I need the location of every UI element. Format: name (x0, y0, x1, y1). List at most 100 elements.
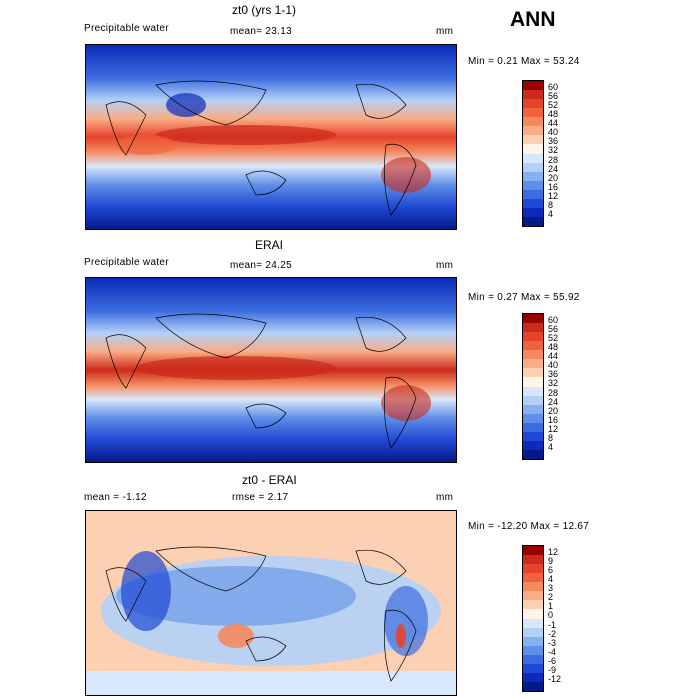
colorbar-tick-label: 60 (548, 315, 559, 325)
colorbar-tick-label: 44 (548, 118, 559, 129)
panel-1-colorbar (522, 80, 544, 227)
colorbar-tick-label: 2 (548, 592, 554, 603)
colorbar-cell (523, 135, 543, 145)
colorbar-cell (523, 449, 543, 459)
panel-1-field-label: Precipitable water (84, 23, 169, 34)
colorbar-cell (523, 600, 543, 610)
panel-2-minmax: Min = 0.27 Max = 55.92 (468, 292, 580, 303)
colorbar-cell (523, 636, 543, 646)
colorbar-tick-label: 20 (548, 405, 559, 416)
colorbar-cell (523, 323, 543, 333)
colorbar-tick-label: 24 (548, 163, 559, 174)
colorbar-tick-label: 32 (548, 145, 559, 156)
colorbar-tick-label: 4 (548, 574, 554, 585)
colorbar-cell (523, 144, 543, 154)
colorbar-cell (523, 332, 543, 342)
colorbar-tick-label: 9 (548, 556, 554, 567)
colorbar-tick-label: 8 (548, 199, 554, 210)
colorbar-tick-label: 52 (548, 333, 559, 344)
colorbar-tick-label: 0 (548, 610, 554, 621)
colorbar-cell (523, 207, 543, 217)
colorbar-cell (523, 341, 543, 351)
panel-3-minmax: Min = -12.20 Max = 12.67 (468, 521, 590, 532)
panel-3-rmse: rmse = 2.17 (232, 492, 289, 503)
colorbar-cell (523, 108, 543, 118)
colorbar-tick-label: 36 (548, 136, 559, 147)
panel-2-colorbar-labels: 60 56 52 48 44 40 36 32 28 24 20 16 12 8 4 (548, 315, 559, 452)
colorbar-tick-label: 56 (548, 91, 559, 102)
colorbar-tick-label: 12 (548, 190, 559, 201)
colorbar-tick-label: 16 (548, 414, 559, 425)
panel-1-colorbar-labels: 60 56 52 48 44 40 36 32 28 24 20 16 12 8 4 (548, 82, 559, 219)
colorbar-tick-label: 4 (548, 208, 554, 219)
colorbar-cell (523, 546, 543, 556)
panel-3-map (85, 510, 457, 696)
colorbar-cell (523, 359, 543, 369)
colorbar-cell (523, 672, 543, 682)
colorbar-cell (523, 126, 543, 136)
colorbar-tick-label: 28 (548, 387, 559, 398)
panel-1-title: zt0 (yrs 1-1) (232, 3, 297, 17)
colorbar-cell (523, 440, 543, 450)
colorbar-cell (523, 404, 543, 414)
colorbar-cell (523, 153, 543, 163)
colorbar-tick-label: 4 (548, 441, 554, 452)
panel-1-map (85, 44, 457, 230)
colorbar-tick-label: -6 (548, 655, 557, 666)
panel-2-field-label: Precipitable water (84, 257, 169, 268)
colorbar-tick-label: 56 (548, 324, 559, 335)
colorbar-tick-label: -4 (548, 646, 557, 657)
panel-1-units: mm (436, 26, 454, 37)
colorbar-tick-label: 8 (548, 432, 554, 443)
season-label: ANN (510, 8, 556, 31)
colorbar-cell (523, 573, 543, 583)
panel-3-colorbar (522, 545, 544, 692)
colorbar-cell (523, 627, 543, 637)
panel-2-title: ERAI (255, 238, 284, 252)
colorbar-cell (523, 681, 543, 691)
colorbar-tick-label: 3 (548, 583, 554, 594)
panel-2-mean: mean= 24.25 (230, 260, 292, 271)
colorbar-tick-label: -9 (548, 664, 557, 675)
colorbar-tick-label: 44 (548, 351, 559, 362)
colorbar-cell (523, 618, 543, 628)
colorbar-tick-label: 20 (548, 172, 559, 183)
colorbar-tick-label: 48 (548, 109, 559, 120)
colorbar-cell (523, 81, 543, 91)
colorbar-tick-label: 40 (548, 127, 559, 138)
panel-1-mean: mean= 23.13 (230, 26, 292, 37)
colorbar-tick-label: 1 (548, 601, 554, 612)
colorbar-cell (523, 216, 543, 226)
panel-2-units: mm (436, 260, 454, 271)
colorbar-cell (523, 591, 543, 601)
colorbar-tick-label: 6 (548, 565, 554, 576)
colorbar-cell (523, 162, 543, 172)
colorbar-cell (523, 350, 543, 360)
colorbar-cell (523, 555, 543, 565)
colorbar-tick-label: 60 (548, 82, 559, 92)
colorbar-cell (523, 645, 543, 655)
colorbar-tick-label: 48 (548, 342, 559, 353)
colorbar-cell (523, 413, 543, 423)
colorbar-cell (523, 368, 543, 378)
colorbar-cell (523, 90, 543, 100)
colorbar-tick-label: -12 (548, 673, 562, 684)
colorbar-cell (523, 386, 543, 396)
panel-2-colorbar (522, 313, 544, 460)
colorbar-tick-label: -3 (548, 637, 557, 648)
colorbar-cell (523, 117, 543, 127)
colorbar-cell (523, 395, 543, 405)
panel-3-units: mm (436, 492, 454, 503)
colorbar-tick-label: 12 (548, 423, 559, 434)
colorbar-tick-label: 16 (548, 181, 559, 192)
colorbar-tick-label: 36 (548, 369, 559, 380)
colorbar-cell (523, 431, 543, 441)
colorbar-cell (523, 582, 543, 592)
colorbar-tick-label: -1 (548, 619, 557, 630)
colorbar-tick-label: 12 (548, 547, 559, 557)
colorbar-tick-label: -2 (548, 628, 557, 639)
colorbar-tick-label: 40 (548, 360, 559, 371)
panel-2-map (85, 277, 457, 463)
colorbar-cell (523, 422, 543, 432)
colorbar-cell (523, 189, 543, 199)
